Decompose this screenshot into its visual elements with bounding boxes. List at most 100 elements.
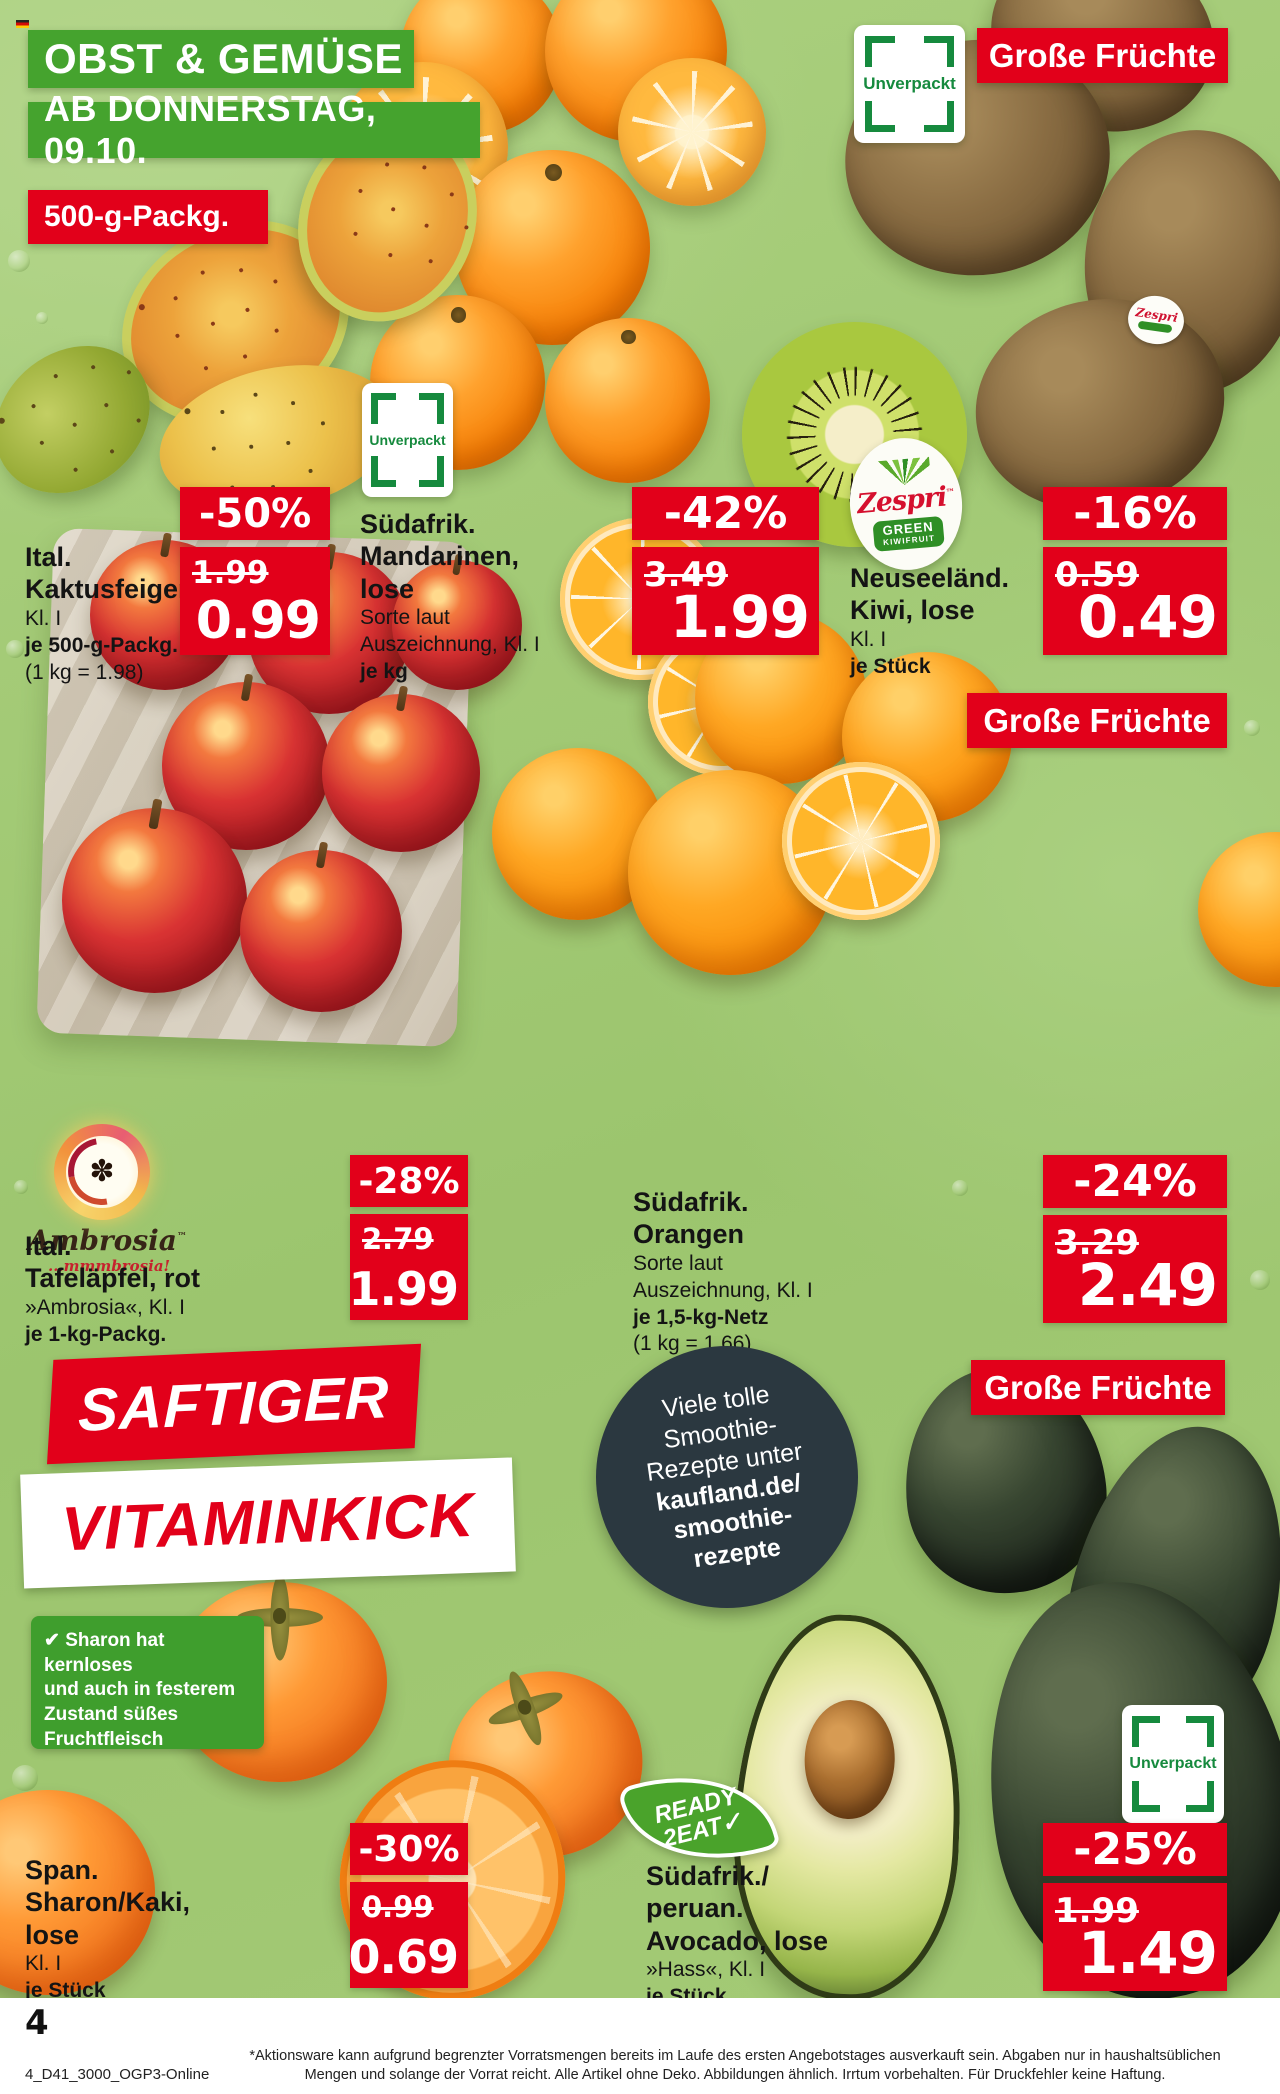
product-kiwi-text: Neuseeländ. Kiwi, lose Kl. I je Stück [850,563,1010,678]
price-block-sharon: -30% 0.99 0.69 [348,1823,468,1988]
grosse-fruechte-label: Große Früchte [984,1368,1212,1406]
frame-corner-icon [1186,1715,1214,1748]
price-block-mandarinen: -42% 3.49 1.99 [632,487,819,655]
price-box: 2.79 1.99 [348,1214,468,1320]
unverpackt-badge: Unverpackt [1122,1705,1224,1823]
price-block-kiwi: -16% 0.59 0.49 [1043,487,1227,655]
apple [62,808,247,993]
product-tafelaepfel-text: Ital. Tafeläpfel, rot »Ambrosia«, Kl. I … [25,1231,201,1346]
old-price: 0.59 [1055,555,1139,595]
frame-corner-icon [371,455,396,487]
smoothie-recipes-circle[interactable]: Viele tolle Smoothie- Rezepte unter kauf… [596,1346,858,1608]
water-droplet [36,312,48,324]
print-code: 4_D41_3000_OGP3-Online [25,2066,210,2083]
product-mandarinen-text: Südafrik. Mandarinen, lose Sorte laut Au… [360,509,540,683]
product-kaktusfeigen-text: Ital. Kaktusfeigen Kl. I je 500-g-Packg.… [25,542,195,684]
current-price: 1.99 [348,1262,459,1316]
discount-badge: -42% [632,487,819,540]
unverpackt-label: Unverpackt [1129,1755,1217,1772]
price-box: 0.99 0.69 [348,1882,468,1988]
german-flag-icon [16,20,29,28]
water-droplet [952,1180,968,1196]
page-number: 4 [25,2003,49,2043]
discount-badge: -30% [350,1823,468,1875]
grosse-fruechte-badge: Große Früchte [971,1360,1225,1415]
pack-size-badge: 500-g-Packg. [28,190,268,244]
frame-corner-icon [419,455,444,487]
pack-size-label: 500-g-Packg. [44,200,230,233]
grosse-fruechte-badge: Große Früchte [977,28,1228,83]
apple [322,694,480,852]
mandarin [545,318,710,483]
old-price: 0.99 [362,1890,434,1924]
current-price: 2.49 [1077,1251,1218,1319]
unverpackt-badge: Unverpackt [362,383,453,497]
price-block-avocado: -25% 1.99 1.49 [1043,1823,1227,1991]
legal-text: *Aktionsware kann aufgrund begrenzter Vo… [249,2047,1221,2084]
unverpackt-badge: Unverpackt [854,25,965,143]
discount-badge: -28% [350,1155,468,1207]
price-block-orangen: -24% 3.29 2.49 [1043,1155,1227,1323]
frame-corner-icon [865,100,896,133]
ambrosia-ring-icon: ✽ [54,1124,150,1220]
current-price: 0.49 [1077,583,1218,651]
frame-corner-icon [1132,1780,1160,1813]
date-line: AB DONNERSTAG, 09.10. [44,88,377,171]
water-droplet [6,640,24,658]
mandarin-cut-half [618,58,766,206]
discount-badge: -50% [180,487,330,540]
current-price: 0.99 [195,591,321,651]
old-price: 3.49 [644,555,728,595]
check-icon: ✔ [44,1630,60,1651]
old-price: 3.29 [1055,1223,1139,1263]
orange [1198,832,1280,987]
frame-corner-icon [923,100,954,133]
old-price: 2.79 [362,1222,434,1256]
water-droplet [12,1765,38,1791]
old-price: 1.99 [1055,1891,1139,1931]
avocado-pit [802,1698,897,1821]
apple [240,850,402,1012]
page-title: OBST & GEMÜSE [44,35,403,82]
price-box: 0.59 0.49 [1043,547,1227,655]
frame-corner-icon [419,393,444,425]
current-price: 1.99 [669,583,810,651]
frame-corner-icon [865,35,896,68]
footer: 4 4_D41_3000_OGP3-Online *Aktionsware ka… [0,1998,1280,2094]
grosse-fruechte-badge: Große Früchte [967,693,1227,748]
water-droplet [14,1180,28,1194]
grosse-fruechte-label: Große Früchte [983,701,1211,739]
price-box: 1.99 1.49 [1043,1883,1227,1991]
banner-saftiger: SAFTIGER [46,1343,422,1465]
page-title-badge: OBST & GEMÜSE [28,30,414,88]
discount-badge: -16% [1043,487,1227,540]
frame-corner-icon [371,393,396,425]
price-box: 3.29 2.49 [1043,1215,1227,1323]
persimmon-calyx [479,1668,570,1749]
current-price: 1.49 [1077,1919,1218,1987]
frame-corner-icon [923,35,954,68]
product-orangen-text: Südafrik. Orangen Sorte laut Auszeichnun… [633,1187,813,1356]
water-droplet [1244,720,1260,736]
unverpackt-label: Unverpackt [863,74,956,93]
price-box: 3.49 1.99 [632,547,819,655]
ambrosia-tagline: ...mmmbrosia! [48,1257,171,1275]
sharon-info-box: ✔ Sharon hat kernloses und auch in feste… [31,1616,264,1750]
apple-core-star-icon: ✽ [89,1154,115,1188]
price-box: 1.99 0.99 [180,547,330,655]
price-block-kaktusfeigen: -50% 1.99 0.99 [180,487,330,655]
product-avocado-text: Südafrik./ peruan. Avocado, lose »Hass«,… [646,1861,829,2009]
mandarin [455,150,650,345]
price-block-tafelaepfel: -28% 2.79 1.99 [348,1155,468,1320]
product-sharon-text: Span. Sharon/Kaki, lose Kl. I je Stück [25,1855,191,2003]
date-badge: AB DONNERSTAG, 09.10. [28,88,480,171]
water-droplet [1250,1270,1270,1290]
apple [392,560,522,690]
current-price: 0.69 [348,1930,459,1984]
frame-corner-icon [1186,1780,1214,1813]
discount-badge: -25% [1043,1823,1227,1876]
old-price: 1.99 [192,555,269,591]
unverpackt-label: Unverpackt [369,432,446,448]
banner-vitaminkick: VITAMINKICK [20,1457,516,1589]
